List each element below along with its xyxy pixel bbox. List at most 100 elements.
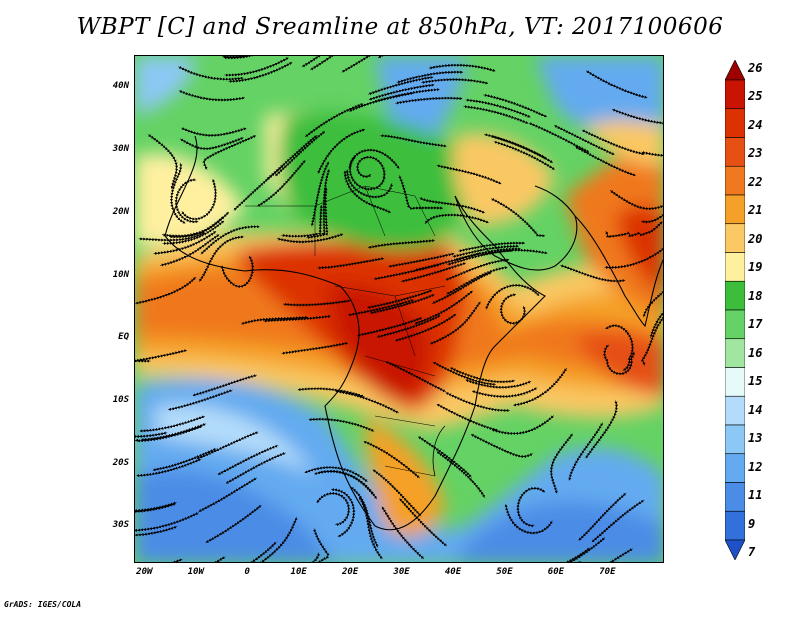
- colorbar-level-label: 9: [748, 516, 756, 531]
- lon-tick-label: 40E: [444, 567, 462, 577]
- streamline: [169, 162, 186, 224]
- colorbar-level-label: 12: [748, 459, 763, 474]
- colorbar-segment: [725, 79, 745, 110]
- colorbar-level-label: 7: [748, 545, 756, 559]
- streamline: [297, 387, 365, 398]
- colorbar-segment: [725, 453, 745, 483]
- lon-tick-label: 30E: [393, 567, 410, 577]
- colorbar-segment: [725, 510, 745, 541]
- lon-tick-label: 50E: [496, 567, 513, 577]
- streamline: [419, 197, 485, 214]
- streamline: [414, 290, 473, 325]
- streamline: [641, 151, 663, 158]
- colorbar-level-label: 17: [748, 317, 763, 332]
- streamline: [135, 349, 188, 363]
- lat-tick-label: EQ: [118, 332, 129, 343]
- lon-tick-label: 0: [244, 567, 250, 577]
- streamline: [283, 299, 351, 307]
- streamline: [609, 190, 663, 211]
- streamline: [263, 314, 331, 323]
- streamline: [341, 56, 399, 73]
- streamline: [499, 293, 527, 325]
- streamline: [429, 301, 481, 345]
- streamline: [385, 361, 446, 393]
- colorbar-level-label: 16: [748, 345, 763, 360]
- lon-tick-label: 10W: [187, 567, 204, 577]
- streamline: [491, 415, 554, 435]
- streamline: [200, 225, 260, 255]
- streamline: [445, 392, 510, 413]
- streamline: [446, 266, 508, 295]
- lon-tick-label: 20W: [136, 567, 153, 577]
- streamline: [399, 498, 447, 547]
- streamline: [310, 161, 329, 227]
- colorbar-segment: [725, 539, 745, 560]
- colorbar-segment: [725, 60, 745, 81]
- colorbar-segment: [725, 252, 745, 282]
- streamline: [449, 367, 516, 384]
- streamline: [436, 164, 502, 185]
- streamline: [359, 496, 383, 560]
- grads-credit: GrADS: IGES/COLA: [4, 600, 82, 609]
- streamline: [254, 516, 298, 562]
- colorbar-level-label: 18: [748, 288, 763, 303]
- map-title: WBPT [C] and Sreamline at 850hPa, VT: 20…: [76, 14, 724, 40]
- streamline: [640, 307, 663, 366]
- colorbar-segment: [725, 137, 745, 167]
- streamline: [367, 239, 435, 249]
- streamline: [281, 342, 349, 355]
- streamline: [221, 255, 255, 289]
- colorbar-level-label: 14: [748, 402, 763, 417]
- streamline: [611, 108, 663, 126]
- streamline: [605, 324, 635, 372]
- lon-tick-label: 10E: [290, 567, 307, 577]
- streamline: [504, 504, 553, 535]
- colorbar-level-label: 23: [748, 146, 763, 161]
- streamline: [516, 486, 546, 528]
- streamline: [317, 257, 385, 270]
- streamline: [463, 105, 529, 124]
- streamline: [178, 89, 245, 102]
- colorbar-segment: [725, 338, 745, 368]
- streamline: [265, 552, 321, 562]
- streamline: [380, 134, 447, 148]
- colorbar-level-label: 13: [748, 431, 763, 446]
- streamline: [135, 512, 199, 532]
- streamline: [135, 502, 176, 514]
- streamline: [574, 548, 633, 562]
- lon-tick-label: 20E: [341, 567, 359, 577]
- streamline: [458, 241, 526, 253]
- streamline: [196, 431, 259, 460]
- colorbar-level-label: 21: [748, 203, 763, 218]
- colorbar-level-label: 22: [748, 174, 763, 189]
- lat-tick-label: 40N: [112, 81, 129, 92]
- colorbar-level-label: 26: [748, 61, 763, 75]
- streamline: [266, 135, 318, 181]
- streamline: [395, 96, 463, 105]
- streamline: [348, 299, 414, 317]
- streamline: [421, 78, 489, 85]
- streamline: [428, 63, 496, 72]
- streamline: [560, 264, 626, 283]
- streamline: [314, 469, 374, 496]
- lat-tick-label: 20S: [112, 457, 129, 468]
- streamline: [181, 178, 218, 221]
- lon-tick-label: 60E: [547, 567, 565, 577]
- streamlines: [135, 56, 663, 562]
- streamline: [641, 192, 663, 224]
- colorbar-level-label: 11: [748, 488, 763, 503]
- colorbar-segment: [725, 424, 745, 455]
- streamline: [549, 433, 574, 494]
- streamline: [178, 65, 244, 81]
- streamline: [310, 56, 364, 71]
- wbpt-field-map: [135, 56, 663, 562]
- colorbar-level-label: 19: [748, 260, 763, 275]
- streamline: [161, 216, 225, 238]
- colorbar-level-label: 25: [748, 89, 763, 104]
- colorbar-level-label: 24: [748, 117, 763, 132]
- streamline: [368, 83, 435, 101]
- streamline: [574, 145, 636, 177]
- lat-tick-label: 10S: [112, 394, 129, 405]
- colorbar-segment: [725, 165, 745, 196]
- lat-tick-label: 30N: [112, 144, 129, 155]
